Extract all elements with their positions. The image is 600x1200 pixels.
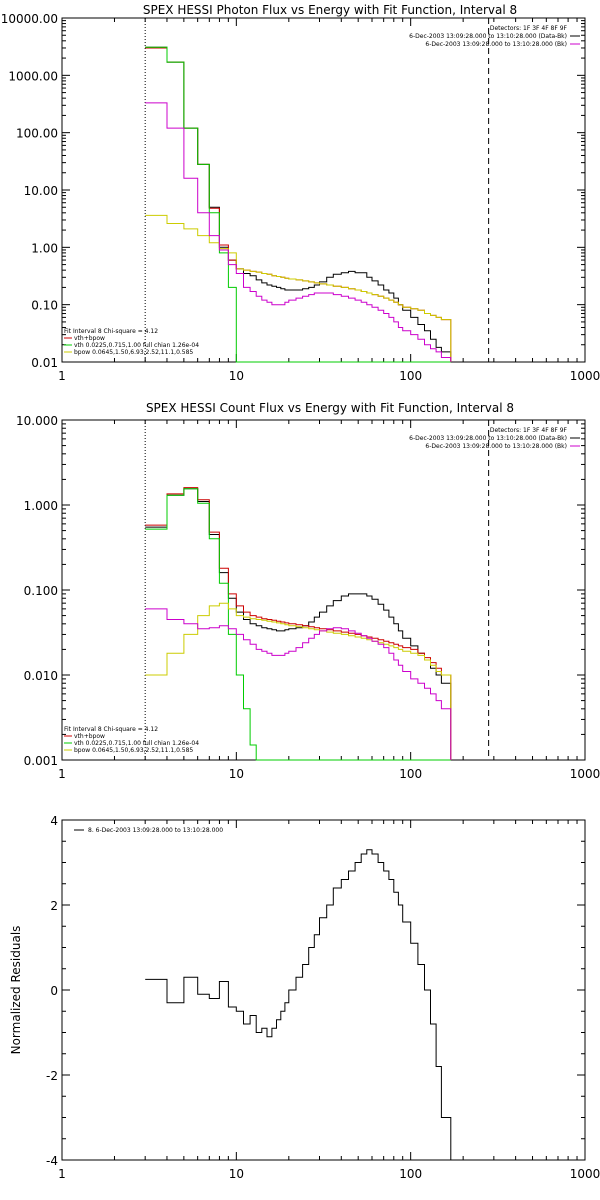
count-flux-y-tick-label: 1.000 [24, 499, 58, 513]
count-flux-y-tick-label: 0.001 [24, 754, 58, 768]
photon-flux-fit-legend-entry: vth+bpow [74, 335, 105, 342]
count-flux-legend-entry: Detectors: 1F 3F 4F 8F 9F [490, 427, 568, 434]
count-flux-y-tick-label: 10.000 [16, 414, 58, 428]
photon-flux-y-tick-label: 10000.00 [1, 12, 58, 26]
residuals-x-tick-label: 100 [399, 1167, 422, 1181]
count-flux-series-2 [145, 488, 451, 761]
photon-flux-series [145, 46, 452, 363]
count-flux-fit-legend-entry: vth+bpow [74, 733, 105, 740]
count-flux-fit-legend-entry: vth 0.0225,0.715,1.00 full chian 1.26e-0… [74, 740, 199, 747]
residuals-x-tick-label: 10 [229, 1167, 244, 1181]
count-flux-x-tick-label: 1000 [570, 767, 600, 781]
count-flux-series [145, 487, 452, 761]
photon-flux-y-tick-label: 0.01 [31, 356, 58, 370]
count-flux-legend-top: Detectors: 1F 3F 4F 8F 9F6-Dec-2003 13:0… [409, 427, 580, 450]
photon-flux-series-4 [145, 102, 452, 362]
photon-flux-legend-entry: 6-Dec-2003 13:09:28.000 to 13:10:28.000 … [425, 41, 567, 48]
count-flux-fit-legend-entry: Fit Interval 8 Chi-square = 4.12 [64, 726, 158, 733]
count-flux-series-4 [145, 608, 452, 760]
residuals-series [145, 849, 489, 1161]
photon-flux-series-2 [145, 46, 451, 363]
count-flux-series-1 [145, 487, 452, 760]
residuals-y-tick-label: 4 [50, 814, 58, 828]
count-flux-fit-legend-entry: bpow 0.0645,1.50,6.93,2.52,11.1,0.585 [74, 747, 193, 754]
residuals-ylabel: Normalized Residuals [9, 926, 23, 1055]
photon-flux-x-tick-label: 10 [229, 369, 244, 383]
residuals-panel: Normalized Residuals 1 10 100 1000 -4 -2 0 2 4 8… [9, 814, 600, 1181]
count-flux-legend-entry: 6-Dec-2003 13:09:28.000 to 13:10:28.000 … [409, 435, 567, 442]
photon-flux-legend-top: Detectors: 1F 3F 4F 8F 9F6-Dec-2003 13:0… [409, 25, 580, 48]
photon-flux-legend-entry: 6-Dec-2003 13:09:28.000 to 13:10:28.000 … [409, 33, 567, 40]
count-flux-ticks: 1 10 100 1000 0.001 0.010 0.100 1.000 10.000 [16, 414, 600, 781]
count-flux-legend-bottom: Fit Interval 8 Chi-square = 4.12vth+bpow… [64, 726, 199, 754]
photon-flux-panel: SPEX HESSI Photon Flux vs Energy with Fi… [1, 3, 600, 383]
residuals-y-tick-label: 0 [50, 984, 58, 998]
photon-flux-fit-legend-entry: vth 0.0225,0.715,1.00 full chian 1.26e-0… [74, 342, 199, 349]
photon-flux-legend-bottom: Fit Interval 8 Chi-square = 4.12vth+bpow… [64, 328, 199, 356]
photon-flux-ticks: 1 10 100 1000 0.01 0.10 1.00 10.00 100.00 1000.00… [1, 12, 600, 383]
photon-flux-y-tick-label: 100.00 [16, 127, 58, 141]
photon-flux-fit-legend-entry: bpow 0.0645,1.50,6.93,2.52,11.1,0.585 [74, 349, 193, 356]
count-flux-y-tick-label: 0.010 [24, 669, 58, 683]
photon-flux-y-tick-label: 10.00 [24, 184, 58, 198]
photon-flux-fit-legend-entry: Fit Interval 8 Chi-square = 4.12 [64, 328, 158, 335]
count-flux-panel: SPEX HESSI Count Flux vs Energy with Fit… [16, 401, 600, 781]
residuals-legend-top: 8. 6-Dec-2003 13:09:28.000 to 13:10:28.0… [74, 827, 223, 834]
residuals-series-0 [145, 849, 489, 1161]
photon-flux-y-tick-label: 0.10 [31, 299, 58, 313]
count-flux-legend-entry: 6-Dec-2003 13:09:28.000 to 13:10:28.000 … [425, 443, 567, 450]
residuals-x-tick-label: 1 [58, 1167, 66, 1181]
count-flux-x-tick-label: 10 [229, 767, 244, 781]
residuals-y-tick-label: 2 [50, 899, 58, 913]
residuals-y-tick-label: -2 [46, 1069, 58, 1083]
photon-flux-vlines [144, 18, 490, 362]
count-flux-series-3 [145, 602, 452, 760]
photon-flux-title: SPEX HESSI Photon Flux vs Energy with Fi… [143, 3, 517, 17]
count-flux-y-tick-label: 0.100 [24, 584, 58, 598]
photon-flux-series-3 [145, 214, 452, 362]
count-flux-title: SPEX HESSI Count Flux vs Energy with Fit… [146, 401, 514, 415]
photon-flux-x-tick-label: 100 [399, 369, 422, 383]
count-flux-x-tick-label: 100 [399, 767, 422, 781]
count-flux-x-tick-label: 1 [58, 767, 66, 781]
photon-flux-x-tick-label: 1 [58, 369, 66, 383]
residuals-x-tick-label: 1000 [570, 1167, 600, 1181]
photon-flux-legend-entry: Detectors: 1F 3F 4F 8F 9F [490, 25, 568, 32]
photon-flux-x-tick-label: 1000 [570, 369, 600, 383]
photon-flux-y-tick-label: 1.00 [31, 241, 58, 255]
residuals-y-tick-label: -4 [46, 1154, 58, 1168]
residuals-legend-entry: 8. 6-Dec-2003 13:09:28.000 to 13:10:28.0… [88, 827, 223, 834]
photon-flux-y-tick-label: 1000.00 [8, 69, 58, 83]
count-flux-vlines [144, 420, 490, 760]
residuals-ticks: 1 10 100 1000 -4 -2 0 2 4 [46, 814, 600, 1181]
